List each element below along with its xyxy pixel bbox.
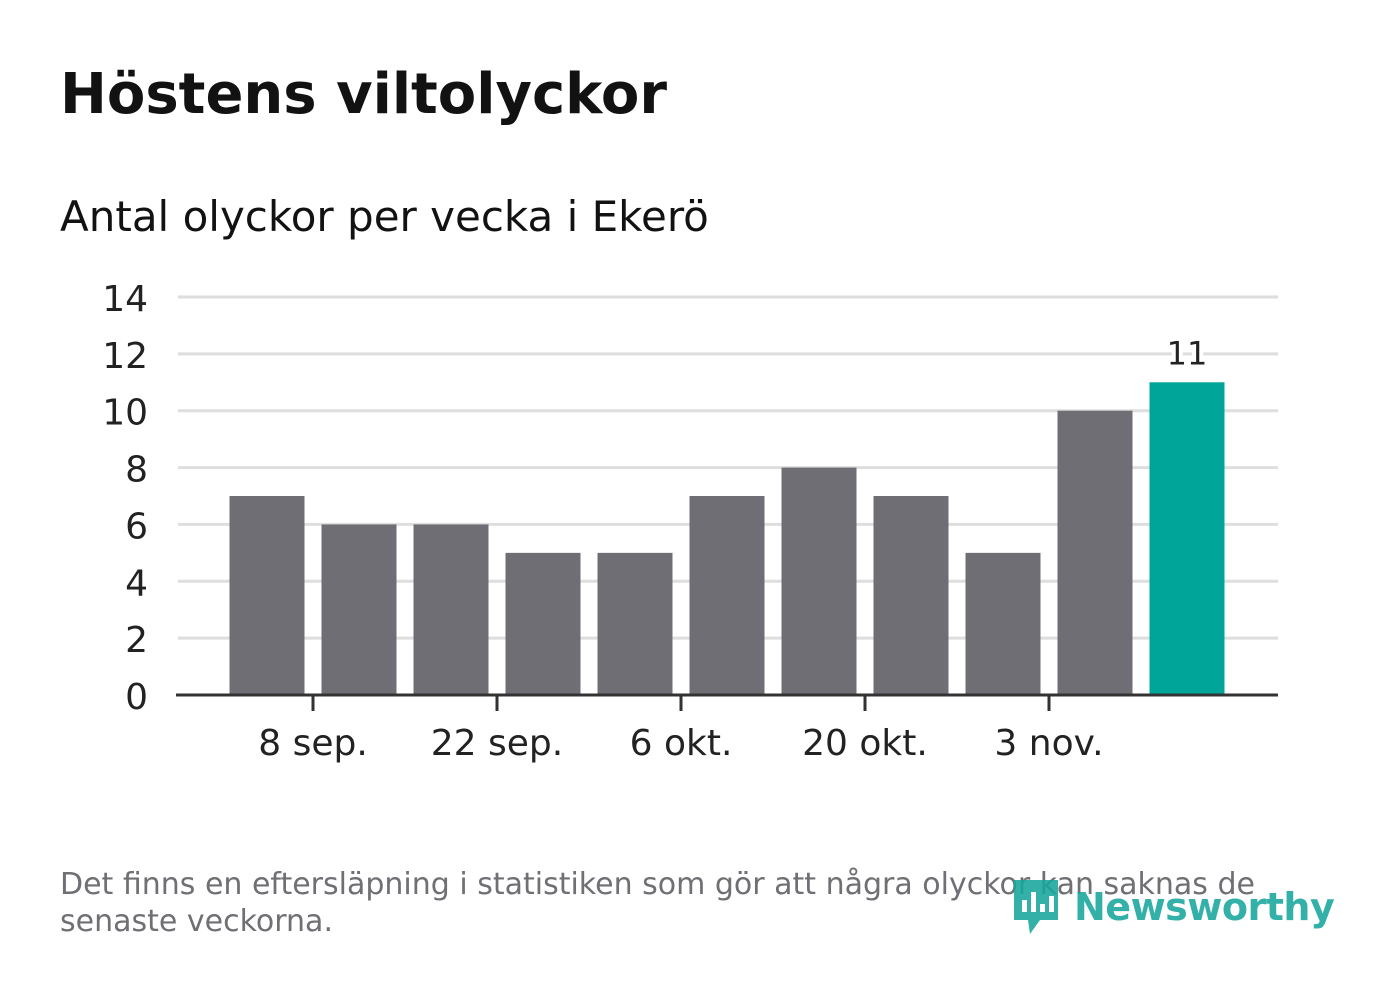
bar	[689, 496, 765, 695]
y-tick-label: 12	[102, 336, 148, 377]
bar	[229, 496, 305, 695]
bar	[1057, 410, 1133, 695]
data-labels: 11	[1163, 330, 1212, 376]
bar	[781, 467, 857, 695]
newsworthy-bar-chart-icon	[1014, 880, 1058, 934]
bars	[229, 382, 1225, 695]
x-tick-label: 3 nov.	[994, 723, 1103, 764]
y-tick-label: 14	[102, 279, 148, 320]
x-tick-label: 20 okt.	[802, 723, 928, 764]
logo-text: Newsworthy	[1074, 885, 1335, 929]
bar	[413, 524, 489, 695]
x-tick-label: 6 okt.	[630, 723, 733, 764]
y-tick-label: 4	[125, 563, 148, 604]
bar	[1149, 382, 1225, 695]
bar	[597, 552, 673, 695]
y-tick-label: 6	[125, 506, 148, 547]
y-tick-label: 8	[125, 450, 148, 491]
y-axis-ticks: 0 2 4 6 8 10 12 14	[102, 279, 148, 718]
x-axis-ticks: 8 sep. 22 sep. 6 okt. 20 okt. 3 nov.	[258, 695, 1104, 764]
bar	[873, 496, 949, 695]
y-tick-label: 0	[125, 677, 148, 718]
newsworthy-logo: Newsworthy	[1010, 876, 1335, 938]
chart-subtitle: Antal olyckor per vecka i Ekerö	[60, 192, 709, 241]
data-label: 11	[1167, 334, 1208, 372]
x-tick-label: 22 sep.	[431, 723, 563, 764]
bar	[321, 524, 397, 695]
bar	[505, 552, 581, 695]
y-tick-label: 10	[102, 393, 148, 434]
x-tick-label: 8 sep.	[258, 723, 368, 764]
chart-title: Höstens viltolyckor	[60, 62, 667, 127]
bar	[965, 552, 1041, 695]
y-tick-label: 2	[125, 620, 148, 661]
